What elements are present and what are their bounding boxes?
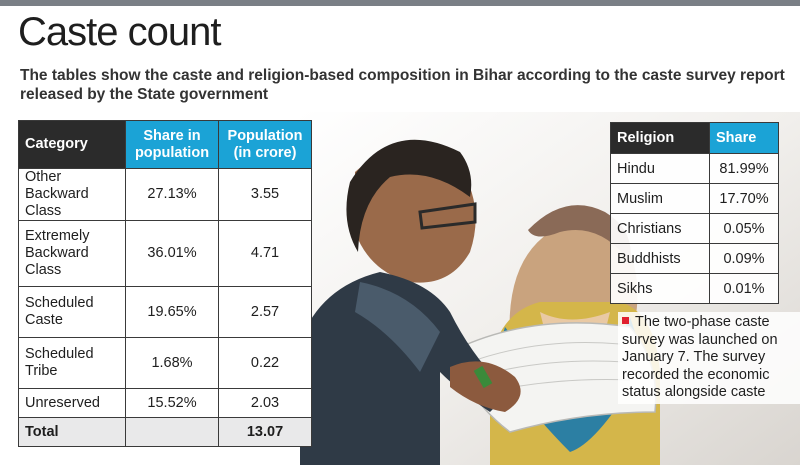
top-rule [0, 0, 800, 6]
row-share: 0.09% [709, 243, 779, 274]
caste-header-population: Population (in crore) [218, 120, 312, 169]
religion-table: Religion Share Hindu 81.99% Muslim 17.70… [610, 122, 779, 304]
table-row: Hindu 81.99% [610, 153, 779, 184]
survey-note: The two-phase caste survey was launched … [618, 312, 800, 404]
row-population: 2.57 [218, 286, 312, 338]
row-share: 17.70% [709, 183, 779, 214]
row-share: 19.65% [125, 286, 219, 338]
table-row: Muslim 17.70% [610, 183, 779, 214]
row-share: 81.99% [709, 153, 779, 184]
table-row: Scheduled Caste 19.65% 2.57 [18, 286, 312, 338]
page-title: Caste count [18, 10, 221, 54]
caste-table: Category Share in population Population … [18, 120, 312, 447]
row-religion: Buddhists [610, 243, 710, 274]
table-row: Scheduled Tribe 1.68% 0.22 [18, 337, 312, 389]
row-share: 27.13% [125, 168, 219, 221]
row-population: 3.55 [218, 168, 312, 221]
row-religion: Muslim [610, 183, 710, 214]
red-bullet-icon [622, 317, 629, 324]
page-subtitle: The tables show the caste and religion-b… [20, 67, 785, 103]
religion-header-religion: Religion [610, 122, 710, 154]
row-category: Other Backward Class [18, 168, 126, 221]
row-religion: Hindu [610, 153, 710, 184]
table-row: Christians 0.05% [610, 213, 779, 244]
caste-header-share: Share in population [125, 120, 219, 169]
total-label: Total [18, 417, 126, 447]
row-category: Scheduled Tribe [18, 337, 126, 389]
row-share: 1.68% [125, 337, 219, 389]
total-share [125, 417, 219, 447]
table-row: Buddhists 0.09% [610, 243, 779, 274]
row-share: 0.05% [709, 213, 779, 244]
row-share: 0.01% [709, 273, 779, 304]
total-population: 13.07 [218, 417, 312, 447]
table-row: Extremely Backward Class 36.01% 4.71 [18, 220, 312, 287]
row-category: Scheduled Caste [18, 286, 126, 338]
row-share: 15.52% [125, 388, 219, 418]
table-row: Sikhs 0.01% [610, 273, 779, 304]
table-row: Other Backward Class 27.13% 3.55 [18, 168, 312, 221]
row-population: 2.03 [218, 388, 312, 418]
row-population: 0.22 [218, 337, 312, 389]
note-text: The two-phase caste survey was launched … [622, 314, 778, 400]
caste-header-category: Category [18, 120, 126, 169]
row-religion: Sikhs [610, 273, 710, 304]
total-row: Total 13.07 [18, 417, 312, 447]
row-category: Unreserved [18, 388, 126, 418]
row-population: 4.71 [218, 220, 312, 287]
row-share: 36.01% [125, 220, 219, 287]
religion-header-share: Share [709, 122, 779, 154]
table-row: Unreserved 15.52% 2.03 [18, 388, 312, 418]
row-category: Extremely Backward Class [18, 220, 126, 287]
row-religion: Christians [610, 213, 710, 244]
